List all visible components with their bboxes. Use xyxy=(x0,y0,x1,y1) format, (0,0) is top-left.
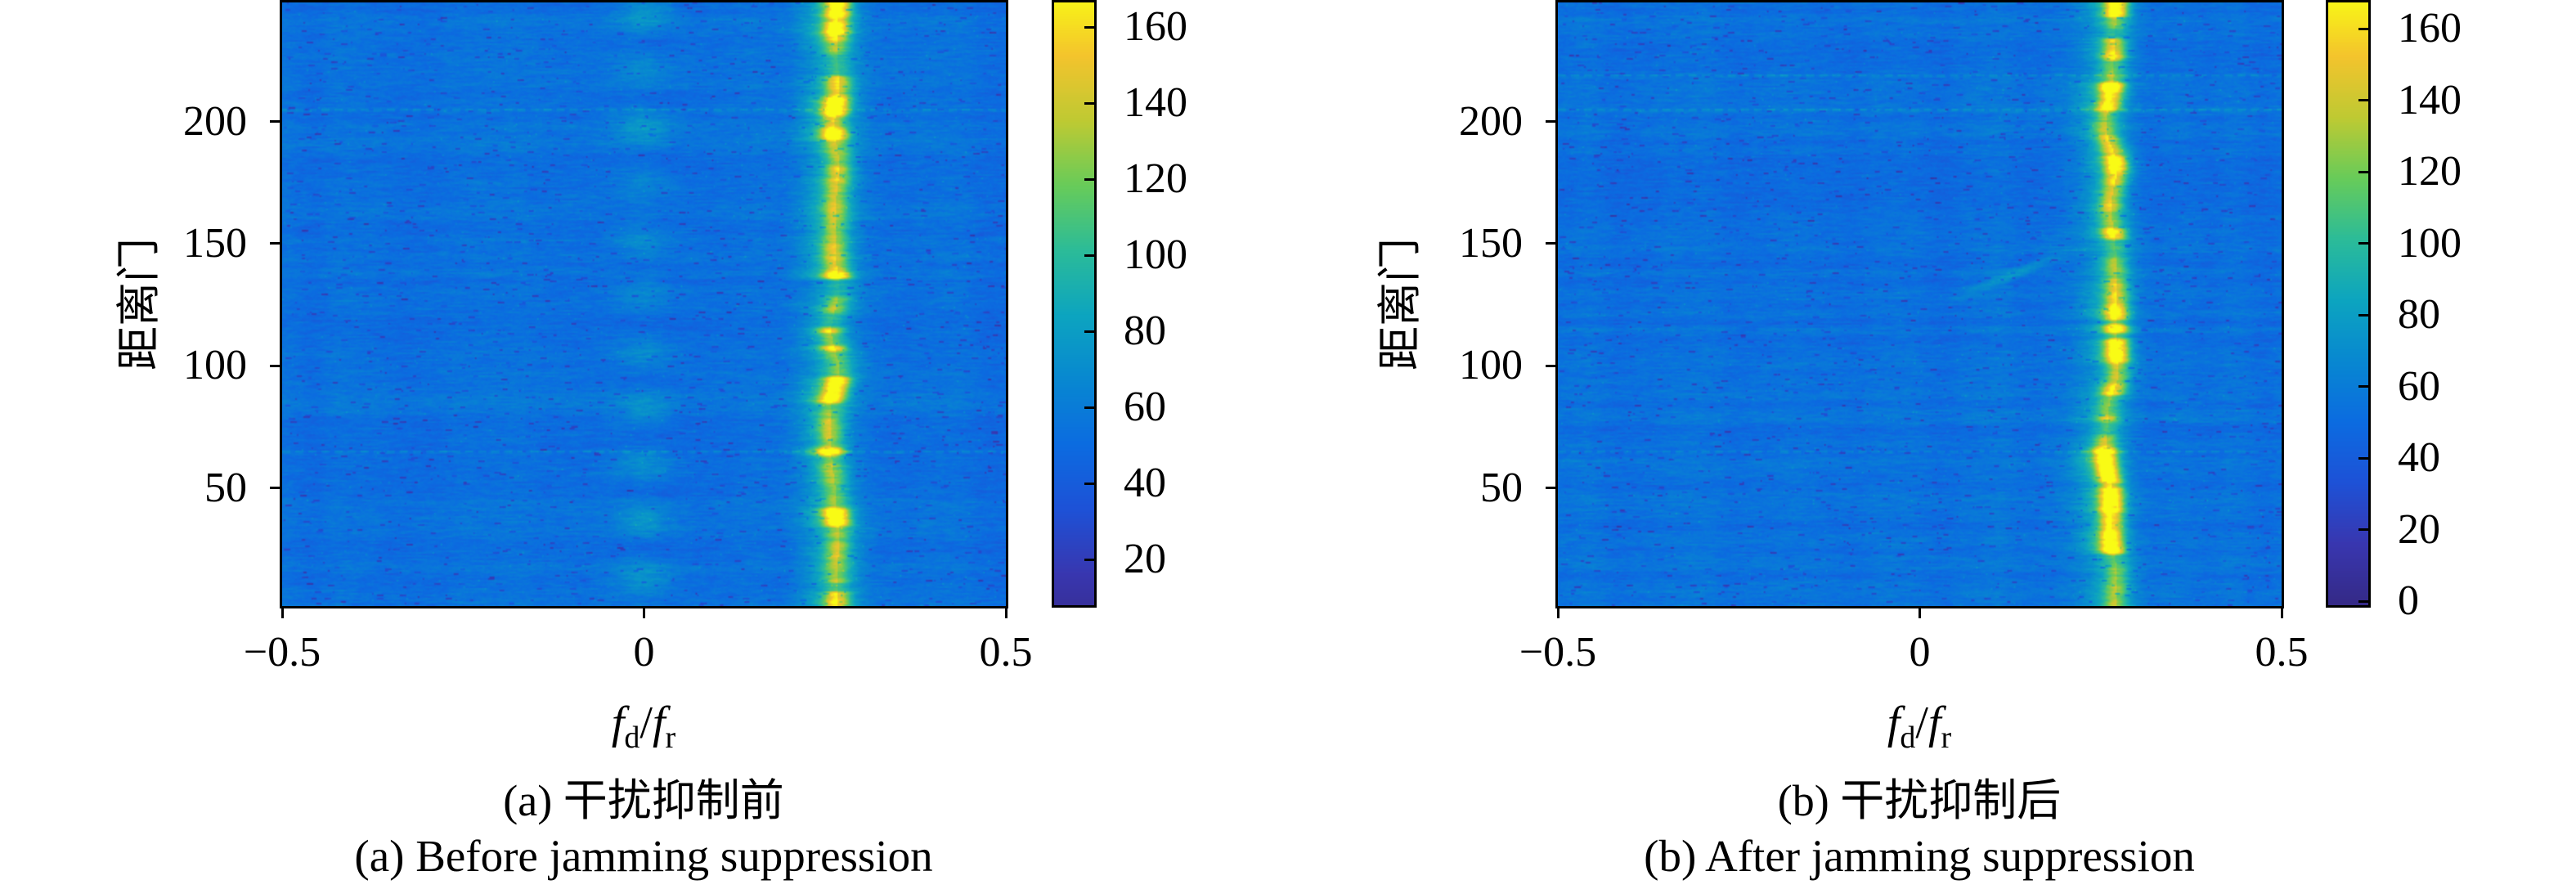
x-tick-mark xyxy=(1004,608,1008,618)
colorbar-tick-mark xyxy=(1084,101,1094,105)
colorbar-tick-label: 140 xyxy=(2398,76,2462,123)
colorbar-tick-mark xyxy=(1084,254,1094,257)
colorbar-tick-mark xyxy=(1084,177,1094,181)
colorbar-tick-label: 20 xyxy=(1124,536,1166,582)
colorbar-tick-label: 140 xyxy=(1124,79,1187,126)
x-axis-label-a: fd/fr xyxy=(611,698,676,755)
colorbar-tick-label: 120 xyxy=(2398,148,2462,195)
colorbar-tick-label: 160 xyxy=(2398,5,2462,52)
colorbar-tick-mark xyxy=(2358,27,2368,30)
y-tick-mark xyxy=(1546,487,1555,490)
x-tick-label: 0 xyxy=(1909,629,1931,676)
colorbar-tick-mark xyxy=(2358,599,2368,603)
x-tick-label: −0.5 xyxy=(243,629,321,676)
y-tick-label: 200 xyxy=(183,97,247,145)
x-tick-label: 0.5 xyxy=(979,629,1033,676)
colorbar-tick-mark xyxy=(2358,170,2368,173)
y-tick-mark xyxy=(1546,242,1555,245)
caption-en-b: (b) After jamming suppression xyxy=(1644,831,2195,881)
y-tick-mark xyxy=(270,120,280,123)
x-tick-label: −0.5 xyxy=(1519,629,1597,676)
x-tick-mark xyxy=(1919,608,1921,618)
x-tick-mark xyxy=(643,608,645,618)
colorbar-tick-mark xyxy=(2358,242,2368,245)
colorbar-tick-label: 80 xyxy=(1124,308,1166,354)
colorbar-tick-mark xyxy=(2358,99,2368,101)
colorbar-tick-mark xyxy=(1084,558,1094,561)
colorbar-tick-label: 120 xyxy=(1124,155,1187,202)
x-tick-label: 0.5 xyxy=(2255,629,2309,676)
y-tick-label: 200 xyxy=(1459,97,1523,145)
colorbar-tick-label: 40 xyxy=(2398,434,2440,481)
caption-zh-a: (a) 干扰抑制前 xyxy=(503,776,784,825)
x-tick-label: 0 xyxy=(633,629,655,676)
y-tick-label: 150 xyxy=(183,219,247,267)
y-tick-mark xyxy=(270,364,280,367)
colorbar-tick-mark xyxy=(2358,385,2368,388)
x-tick-mark xyxy=(280,608,284,618)
y-tick-mark xyxy=(1546,120,1555,123)
heatmap-canvas-a xyxy=(282,2,1006,606)
colorbar-a xyxy=(1052,0,1097,608)
colorbar-tick-label: 160 xyxy=(1124,3,1187,50)
y-tick-mark xyxy=(270,487,280,490)
y-tick-label: 50 xyxy=(1480,464,1523,511)
colorbar-tick-label: 80 xyxy=(2398,291,2440,338)
heatmap-plot-b xyxy=(1555,0,2284,608)
x-tick-mark xyxy=(2280,608,2283,618)
colorbar-canvas-b xyxy=(2328,2,2368,605)
heatmap-canvas-b xyxy=(1558,2,2282,606)
colorbar-tick-label: 40 xyxy=(1124,460,1166,506)
y-tick-label: 150 xyxy=(1459,219,1523,267)
colorbar-tick-mark xyxy=(2358,528,2368,531)
y-tick-label: 100 xyxy=(183,342,247,389)
colorbar-tick-label: 60 xyxy=(2398,362,2440,410)
colorbar-tick-label: 100 xyxy=(1124,231,1187,278)
colorbar-tick-label: 0 xyxy=(2398,577,2419,624)
x-tick-mark xyxy=(1556,608,1560,618)
colorbar-canvas-a xyxy=(1054,2,1094,605)
colorbar-tick-mark xyxy=(1084,330,1094,333)
colorbar-tick-mark xyxy=(1084,25,1094,29)
y-tick-mark xyxy=(1546,364,1555,367)
x-axis-label-b: fd/fr xyxy=(1887,698,1952,755)
y-tick-mark xyxy=(270,242,280,245)
heatmap-plot-a xyxy=(280,0,1008,608)
colorbar-tick-mark xyxy=(1084,406,1094,409)
colorbar-b xyxy=(2326,0,2371,608)
caption-zh-b: (b) 干扰抑制后 xyxy=(1777,776,2062,825)
colorbar-tick-mark xyxy=(1084,482,1094,485)
y-tick-label: 100 xyxy=(1459,342,1523,389)
colorbar-tick-label: 60 xyxy=(1124,384,1166,430)
colorbar-tick-mark xyxy=(2358,456,2368,460)
colorbar-tick-label: 100 xyxy=(2398,219,2462,267)
colorbar-tick-mark xyxy=(2358,313,2368,317)
colorbar-tick-label: 20 xyxy=(2398,505,2440,553)
y-tick-label: 50 xyxy=(204,464,247,511)
caption-en-a: (a) Before jamming suppression xyxy=(354,831,933,881)
